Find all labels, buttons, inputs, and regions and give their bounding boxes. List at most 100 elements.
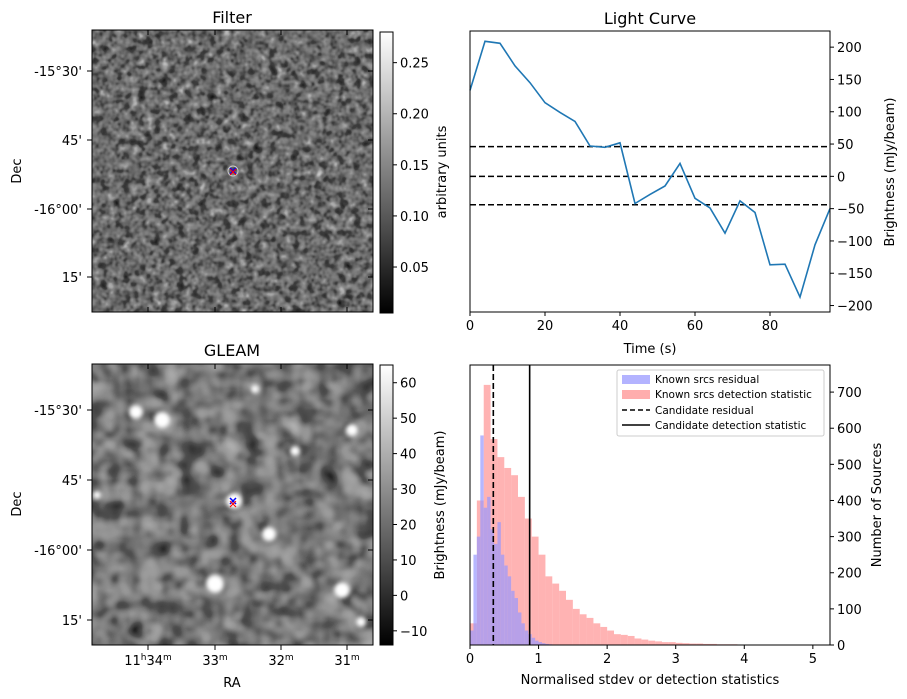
histogram-residual-bar bbox=[524, 630, 529, 645]
histogram-detection-bar bbox=[593, 623, 601, 645]
colorbar-tick-label: 0 bbox=[400, 589, 408, 604]
histogram-detection-bar bbox=[504, 467, 512, 645]
histogram-residual-bar bbox=[507, 576, 512, 645]
ra-tick-label: 11h34m bbox=[124, 653, 172, 669]
histogram-detection-bar bbox=[566, 599, 573, 645]
light-curve-point bbox=[514, 65, 516, 67]
histogram-residual-bar bbox=[500, 554, 505, 645]
colorbar-tick-label: 0.25 bbox=[400, 57, 429, 72]
light-curve-frame bbox=[469, 30, 831, 313]
filter-crosshair bbox=[227, 165, 239, 177]
hist-y-tick-label: 600 bbox=[837, 422, 862, 437]
hist-y-tick-label: 100 bbox=[837, 603, 862, 618]
histogram-ylabel: Number of Sources bbox=[870, 443, 885, 568]
histogram-residual-bar bbox=[535, 640, 539, 645]
histogram-residual-bar bbox=[511, 590, 515, 645]
ra-tick-label: 33m bbox=[202, 653, 227, 669]
dec-tick-label: 45' bbox=[62, 474, 82, 489]
colorbar-tick-label: 30 bbox=[400, 483, 417, 498]
ra-tick-part: 33 bbox=[202, 654, 219, 669]
lc-x-tick-label: 80 bbox=[762, 319, 779, 334]
filter-title: Filter bbox=[212, 8, 252, 27]
histogram-residual-bar bbox=[518, 612, 522, 645]
colorbar-tick-label: 10 bbox=[400, 554, 417, 569]
histogram-residual-bar bbox=[473, 554, 477, 645]
filter-dec-axis: -15°30' 45' -16°00' 15' bbox=[34, 65, 373, 286]
legend-label-residual: Known srcs residual bbox=[655, 374, 759, 386]
dec-tick-label: -15°30' bbox=[34, 65, 82, 80]
lc-x-tick-label: 40 bbox=[612, 319, 629, 334]
histogram-residual-bar bbox=[487, 496, 491, 645]
hist-y-tick-label: 300 bbox=[837, 531, 862, 546]
light-curve-point bbox=[559, 111, 561, 113]
ra-tick-part: m bbox=[219, 653, 228, 663]
lc-y-tick-label: −50 bbox=[837, 203, 864, 218]
gleam-panel: GLEAM Dec -15°30' 45' -16°00' 15' bbox=[10, 341, 448, 691]
gleam-source bbox=[356, 617, 366, 627]
histogram-detection-bar bbox=[607, 630, 614, 645]
hist-x-tick-label: 3 bbox=[672, 652, 680, 667]
histogram-residual-bar bbox=[470, 630, 474, 645]
gleam-source bbox=[290, 446, 300, 456]
lc-y-tick-label: 100 bbox=[837, 106, 862, 121]
hist-x-tick-label: 5 bbox=[809, 652, 817, 667]
histogram-detection-bar bbox=[600, 626, 608, 645]
gleam-source bbox=[251, 385, 259, 393]
filter-red-x-marker bbox=[229, 168, 237, 176]
light-curve-point bbox=[484, 40, 486, 42]
filter-colorbar-label: arbitrary units bbox=[435, 125, 450, 218]
light-curve-point bbox=[694, 197, 696, 199]
gleam-colorbar-label: Brightness (mJy/beam) bbox=[433, 431, 448, 580]
histogram-residual-bar bbox=[490, 529, 494, 645]
histogram-legend: Known srcs residual Known srcs detection… bbox=[616, 369, 825, 437]
ra-tick-part: 31 bbox=[334, 654, 351, 669]
light-curve-point bbox=[739, 200, 741, 202]
histogram-frame bbox=[469, 364, 831, 646]
colorbar-tick-label: 40 bbox=[400, 448, 417, 463]
histogram-detection-bar bbox=[696, 643, 704, 645]
histogram-detection-bar bbox=[703, 643, 710, 645]
hist-y-tick-label: 700 bbox=[837, 386, 862, 401]
histogram-detection-bar bbox=[662, 642, 669, 645]
histogram-detection-bar bbox=[682, 643, 690, 645]
lc-x-tick-label: 0 bbox=[466, 319, 474, 334]
gleam-source bbox=[206, 575, 224, 593]
filter-ra-ticks bbox=[147, 30, 348, 312]
dec-tick-label: 45' bbox=[62, 134, 82, 149]
lc-x-tick-label: 60 bbox=[687, 319, 704, 334]
histogram-residual-bar bbox=[521, 623, 525, 645]
ra-tick-label: 31m bbox=[334, 653, 359, 669]
legend-frame bbox=[616, 369, 825, 437]
histogram-xlabel: Normalised stdev or detection statistics bbox=[521, 673, 780, 688]
dec-tick-label: -16°00' bbox=[34, 203, 82, 218]
ra-tick-part: 11 bbox=[124, 654, 141, 669]
lc-y-tick-label: −200 bbox=[837, 300, 873, 315]
light-curve-point bbox=[754, 212, 756, 214]
histogram-residual-bar bbox=[545, 643, 549, 645]
histogram-detection-bar bbox=[620, 634, 628, 645]
histogram-residual-bar bbox=[514, 598, 518, 645]
ra-tick-label: 32m bbox=[268, 653, 293, 669]
light-curve-point bbox=[619, 142, 621, 144]
histogram-residual-bar bbox=[497, 522, 501, 645]
gleam-source bbox=[154, 412, 170, 428]
gleam-source bbox=[129, 405, 143, 419]
light-curve-point bbox=[529, 82, 531, 84]
lc-y-tick-label: 200 bbox=[837, 41, 862, 56]
lc-y-tick-label: −150 bbox=[837, 267, 873, 282]
histogram-detection-bar bbox=[552, 583, 560, 645]
light-curve-series bbox=[469, 40, 831, 300]
light-curve-point bbox=[634, 202, 636, 204]
ra-tick-part: h bbox=[141, 653, 147, 663]
lc-y-tick-label: 150 bbox=[837, 73, 862, 88]
histogram-panel: 0 1 2 3 4 5 700 600 500 400 300 200 100 0 Normalised … bbox=[466, 364, 885, 688]
hist-y-tick-label: 500 bbox=[837, 458, 862, 473]
lc-y-tick-label: 50 bbox=[837, 138, 854, 153]
legend-label-candidate-detection: Candidate detection statistic bbox=[655, 420, 807, 432]
light-curve-point bbox=[544, 102, 546, 104]
light-curve-point bbox=[589, 145, 591, 147]
gleam-title: GLEAM bbox=[204, 341, 260, 360]
histogram-residual-bar bbox=[494, 543, 498, 645]
histogram-detection-bar bbox=[675, 642, 683, 645]
colorbar-tick-label: 60 bbox=[400, 377, 417, 392]
